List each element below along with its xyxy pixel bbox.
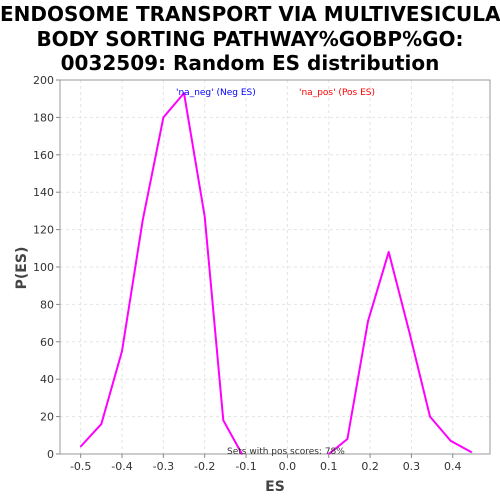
x-tick-label: 0.4 <box>444 460 462 473</box>
legend-neg-label: 'na_neg' (Neg ES) <box>176 88 256 98</box>
es-distribution-line <box>79 92 243 455</box>
x-tick-label: -0.4 <box>111 460 132 473</box>
x-axis-label: ES <box>265 479 285 495</box>
x-tick-label: 0.2 <box>361 460 379 473</box>
es-data-point <box>79 445 82 448</box>
x-tick-label: 0.1 <box>320 460 338 473</box>
y-tick-label: 180 <box>33 111 54 124</box>
y-tick-label: 160 <box>33 149 54 162</box>
es-data-point <box>470 451 473 453</box>
es-data-point <box>408 331 411 334</box>
es-data-point <box>141 219 144 222</box>
x-tick-label: -0.2 <box>194 460 215 473</box>
y-tick-label: 80 <box>40 298 54 311</box>
y-tick-label: 40 <box>40 373 54 386</box>
es-data-point <box>183 92 185 94</box>
es-data-point <box>203 215 206 218</box>
chart-title-line-1: ENDOSOME TRANSPORT VIA MULTIVESICULAR <box>0 2 500 26</box>
es-data-point <box>162 116 165 119</box>
es-distribution-line <box>328 251 472 455</box>
y-tick-label: 20 <box>40 411 54 424</box>
axis-layer: -0.5 -0.4 -0.3 -0.2 -0.1 0.0 0.1 0.2 0.3 0.4 0 20 40… <box>33 74 462 473</box>
x-tick-label: 0.0 <box>279 460 297 473</box>
y-tick-label: 120 <box>33 224 54 237</box>
y-axis-label: P(ES) <box>14 247 30 290</box>
y-tick-label: 140 <box>33 186 54 199</box>
es-data-point <box>121 350 123 352</box>
x-tick-label: -0.1 <box>235 460 256 473</box>
x-tick-label: -0.3 <box>153 460 174 473</box>
es-data-point <box>387 251 390 253</box>
y-tick-label: 100 <box>33 261 54 274</box>
es-data-point <box>222 419 225 422</box>
data-layer <box>79 92 473 455</box>
x-tick-label: -0.5 <box>70 460 91 473</box>
y-tick-label: 200 <box>33 74 54 87</box>
es-data-point <box>367 320 369 323</box>
es-data-point <box>241 453 243 455</box>
y-tick-label: 0 <box>47 448 54 461</box>
grid-layer <box>60 79 490 455</box>
es-data-point <box>346 438 349 440</box>
chart-title: ENDOSOME TRANSPORT VIA MULTIVESICULAR BO… <box>0 2 500 76</box>
es-data-point <box>100 423 103 425</box>
x-tick-label: 0.3 <box>403 460 421 473</box>
y-tick-label: 60 <box>40 336 54 349</box>
chart-title-line-3: 0032509: Random ES distribution <box>60 51 440 75</box>
es-data-point <box>449 440 452 442</box>
pos-scores-annotation: Sets with pos scores: 78% <box>227 447 345 457</box>
legend-pos-label: 'na_pos' (Pos ES) <box>299 88 375 98</box>
es-data-point <box>429 415 431 418</box>
chart-title-line-2: BODY SORTING PATHWAY%GOBP%GO: <box>36 26 464 51</box>
